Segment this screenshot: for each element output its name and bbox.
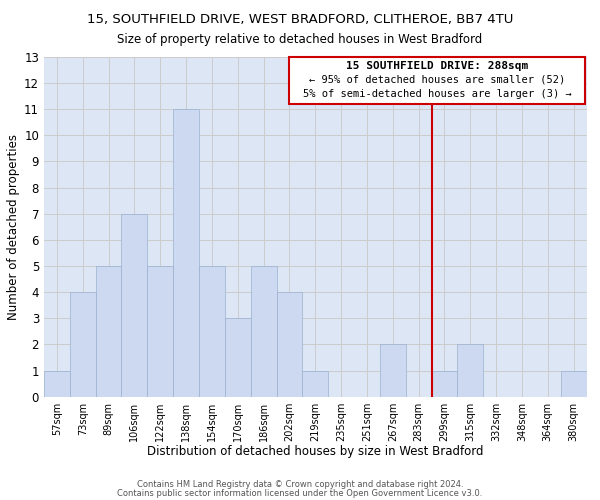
Bar [148,266,173,396]
X-axis label: Distribution of detached houses by size in West Bradford: Distribution of detached houses by size … [147,445,484,458]
Bar [199,266,225,396]
Bar [380,344,406,397]
Text: 15 SOUTHFIELD DRIVE: 288sqm: 15 SOUTHFIELD DRIVE: 288sqm [346,61,529,71]
Bar [561,370,587,396]
Bar [251,266,277,396]
Bar [44,370,70,396]
Text: Contains HM Land Registry data © Crown copyright and database right 2024.: Contains HM Land Registry data © Crown c… [137,480,463,489]
Bar [70,292,95,397]
Bar [225,318,251,396]
Text: 5% of semi-detached houses are larger (3) →: 5% of semi-detached houses are larger (3… [303,88,572,99]
Text: Contains public sector information licensed under the Open Government Licence v3: Contains public sector information licen… [118,488,482,498]
Bar [277,292,302,397]
FancyBboxPatch shape [289,57,585,104]
Bar [173,109,199,397]
Text: Size of property relative to detached houses in West Bradford: Size of property relative to detached ho… [118,32,482,46]
Bar [95,266,121,396]
Bar [121,214,148,396]
Y-axis label: Number of detached properties: Number of detached properties [7,134,20,320]
Bar [431,370,457,396]
Bar [457,344,483,397]
Bar [302,370,328,396]
Text: ← 95% of detached houses are smaller (52): ← 95% of detached houses are smaller (52… [309,74,565,84]
Text: 15, SOUTHFIELD DRIVE, WEST BRADFORD, CLITHEROE, BB7 4TU: 15, SOUTHFIELD DRIVE, WEST BRADFORD, CLI… [87,12,513,26]
